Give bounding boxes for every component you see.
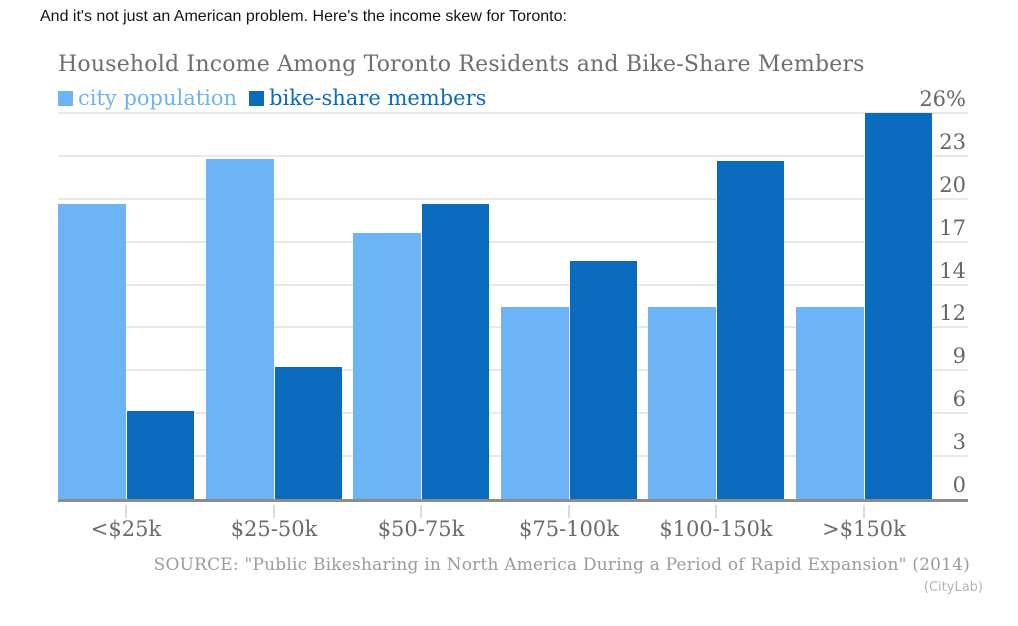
y-tick-label: 26%: [919, 87, 966, 111]
bar-city-population-50-75k: [353, 233, 421, 499]
gridline: [58, 284, 968, 286]
bar-city-population-25k: [58, 204, 126, 499]
x-tick: [568, 505, 570, 518]
legend-swatch-icon: [58, 90, 73, 106]
y-tick-label: 6: [952, 387, 966, 411]
y-tick-label: 3: [952, 430, 966, 454]
chart-title: Household Income Among Toronto Residents…: [58, 52, 865, 77]
legend-swatch-icon: [249, 90, 265, 106]
bar-city-population-25-50k: [206, 159, 274, 499]
legend-label: bike-share members: [269, 86, 487, 110]
bar-city-population-150k: [796, 307, 864, 499]
x-category-label: $25-50k: [230, 517, 318, 541]
x-axis-baseline: [58, 499, 968, 502]
x-category-label: $100-150k: [659, 517, 773, 541]
bar-bike-share-members-150k: [864, 113, 932, 499]
bar-bike-share-members-100-150k: [716, 161, 784, 499]
credit-citylab: (CityLab): [923, 580, 983, 595]
bar-city-population-100-150k: [648, 307, 716, 499]
legend-item-city-population: city population: [58, 86, 237, 110]
y-tick-label: 23: [939, 130, 966, 154]
source-note: SOURCE: "Public Bikesharing in North Ame…: [153, 555, 970, 575]
x-tick: [863, 505, 865, 518]
gridline: [58, 241, 968, 243]
legend-item-bike-share-members: bike-share members: [249, 86, 486, 110]
bar-bike-share-members-25-50k: [274, 367, 342, 499]
x-tick: [125, 505, 127, 518]
gridline: [58, 112, 968, 114]
x-category-label: >$150k: [822, 517, 906, 541]
gridline: [58, 155, 968, 157]
x-tick: [420, 505, 422, 518]
bar-bike-share-members-25k: [126, 411, 194, 499]
x-tick: [273, 505, 275, 518]
bar-bike-share-members-50-75k: [421, 204, 489, 499]
y-tick-label: 9: [952, 344, 966, 368]
legend-label: city population: [78, 86, 238, 110]
y-tick-label: 17: [939, 216, 966, 240]
x-category-label: <$25k: [90, 517, 162, 541]
y-tick-label: 12: [939, 301, 966, 325]
x-category-label: $75-100k: [519, 517, 619, 541]
intro-text: And it's not just an American problem. H…: [40, 8, 567, 25]
y-tick-label: 14: [939, 259, 966, 283]
x-tick: [715, 505, 717, 518]
bar-bike-share-members-75-100k: [569, 261, 637, 499]
x-category-label: $50-75k: [377, 517, 465, 541]
y-tick-label: 0: [952, 473, 966, 497]
gridline: [58, 198, 968, 200]
chart-legend: city population bike-share members: [58, 86, 486, 110]
bar-city-population-75-100k: [501, 307, 569, 499]
y-tick-label: 20: [939, 173, 966, 197]
